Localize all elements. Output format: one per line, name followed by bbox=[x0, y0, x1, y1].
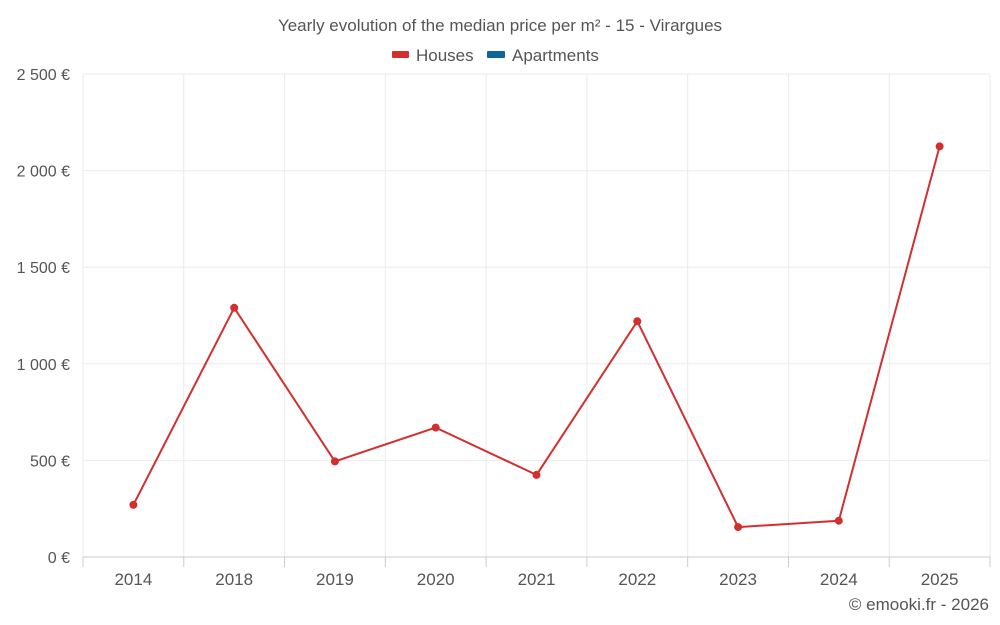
data-point-houses-2019[interactable] bbox=[330, 457, 339, 466]
y-tick-label: 0 € bbox=[48, 550, 70, 567]
grid bbox=[82, 73, 991, 557]
legend-swatch-houses bbox=[392, 51, 409, 58]
x-tick-label: 2018 bbox=[215, 570, 253, 589]
data-point-houses-2020[interactable] bbox=[431, 423, 440, 432]
x-tick-label: 2021 bbox=[518, 570, 556, 589]
data-point-houses-2023[interactable] bbox=[734, 523, 743, 532]
series-line-houses bbox=[132, 146, 941, 529]
y-tick-label: 500 € bbox=[30, 453, 70, 470]
x-tick-label: 2014 bbox=[114, 570, 152, 589]
data-point-houses-2022[interactable] bbox=[633, 317, 642, 326]
chart-title: Yearly evolution of the median price per… bbox=[278, 16, 722, 35]
y-tick-label: 2 000 € bbox=[17, 164, 70, 181]
x-axis-ticks: 2014 2018 2019 2020 2021 2022 2023 2024 2025 bbox=[114, 570, 958, 589]
legend-label-houses: Houses bbox=[416, 46, 474, 65]
data-point-houses-2018[interactable] bbox=[230, 303, 239, 312]
x-tick-label: 2024 bbox=[820, 570, 858, 589]
axes bbox=[82, 556, 991, 567]
x-tick-label: 2019 bbox=[316, 570, 354, 589]
y-tick-label: 1 000 € bbox=[17, 357, 70, 374]
x-tick-label: 2020 bbox=[417, 570, 455, 589]
data-point-houses-2021[interactable] bbox=[532, 470, 541, 479]
legend-item-houses[interactable]: Houses bbox=[392, 46, 474, 65]
credit-text: © emooki.fr - 2026 bbox=[849, 595, 989, 614]
legend-swatch-apartments bbox=[487, 51, 505, 58]
y-tick-label: 1 500 € bbox=[17, 260, 70, 277]
data-point-houses-2014[interactable] bbox=[129, 500, 138, 509]
y-tick-label: 2 500 € bbox=[17, 67, 70, 84]
legend-item-apartments[interactable]: Apartments bbox=[487, 46, 599, 65]
x-tick-label: 2022 bbox=[618, 570, 656, 589]
x-tick-label: 2023 bbox=[719, 570, 757, 589]
series bbox=[129, 142, 944, 532]
data-point-houses-2025[interactable] bbox=[935, 142, 944, 151]
x-tick-label: 2025 bbox=[921, 570, 959, 589]
y-axis-ticks: 0 € 500 € 1 000 € 1 500 € 2 000 € 2 500 € bbox=[17, 67, 70, 567]
legend: Houses Apartments bbox=[392, 46, 599, 65]
data-point-houses-2024[interactable] bbox=[834, 516, 843, 525]
legend-label-apartments: Apartments bbox=[512, 46, 599, 65]
